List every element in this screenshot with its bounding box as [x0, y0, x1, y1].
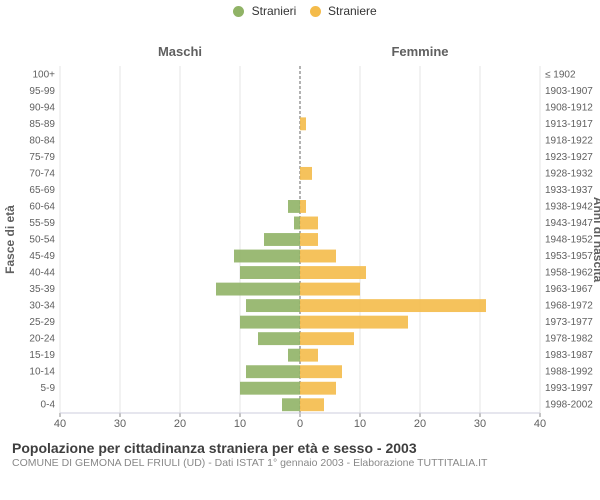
birth-year-label: 1903-1907: [545, 86, 593, 97]
birth-year-label: 1943-1947: [545, 218, 593, 229]
bar-female: [300, 316, 408, 329]
birth-year-label: 1983-1987: [545, 350, 593, 361]
caption-block: Popolazione per cittadinanza straniera p…: [0, 438, 600, 469]
group-label-right: Femmine: [391, 44, 448, 59]
legend-label-female: Straniere: [328, 4, 377, 18]
birth-year-label: 1938-1942: [545, 201, 593, 212]
bar-male: [216, 283, 300, 296]
age-label: 15-19: [29, 350, 55, 361]
birth-year-label: 1998-2002: [545, 400, 593, 411]
age-label: 0-4: [41, 400, 56, 411]
bar-male: [288, 349, 300, 362]
legend-label-male: Stranieri: [252, 4, 297, 18]
bar-male: [246, 365, 300, 378]
birth-year-label: 1923-1927: [545, 152, 593, 163]
age-label: 50-54: [29, 235, 55, 246]
birth-year-label: 1933-1937: [545, 185, 593, 196]
bar-male: [264, 233, 300, 246]
population-pyramid-chart: 0 10 10 20 20 30 30 40 40 Maschi Femmine Fasce di e…: [0, 18, 600, 438]
svg-text:40: 40: [54, 418, 66, 430]
birth-year-label: 1913-1917: [545, 119, 593, 130]
age-label: 30-34: [29, 301, 55, 312]
birth-year-label: 1978-1982: [545, 334, 593, 345]
birth-year-label: ≤ 1902: [545, 69, 576, 80]
bar-female: [300, 332, 354, 345]
birth-year-label: 1928-1932: [545, 168, 593, 179]
bar-female: [300, 299, 486, 312]
bar-female: [300, 266, 366, 279]
bar-female: [300, 365, 342, 378]
svg-text:40: 40: [534, 418, 546, 430]
bar-female: [300, 382, 336, 395]
bar-female: [300, 117, 306, 130]
birth-year-label: 1988-1992: [545, 367, 593, 378]
bar-male: [240, 316, 300, 329]
chart-subtitle: COMUNE DI GEMONA DEL FRIULI (UD) - Dati …: [12, 457, 592, 469]
bar-male: [246, 299, 300, 312]
legend-swatch-female: [310, 6, 321, 17]
age-label: 20-24: [29, 334, 55, 345]
age-label: 40-44: [29, 268, 55, 279]
birth-year-label: 1953-1957: [545, 251, 593, 262]
svg-text:30: 30: [474, 418, 486, 430]
svg-text:10: 10: [354, 418, 366, 430]
svg-text:20: 20: [174, 418, 186, 430]
bar-male: [282, 398, 300, 411]
group-label-left: Maschi: [158, 44, 202, 59]
age-label: 100+: [32, 69, 55, 80]
age-label: 90-94: [29, 102, 55, 113]
age-label: 25-29: [29, 317, 55, 328]
bar-male: [258, 332, 300, 345]
bar-female: [300, 349, 318, 362]
svg-text:10: 10: [234, 418, 246, 430]
birth-year-label: 1948-1952: [545, 235, 593, 246]
age-label: 60-64: [29, 201, 55, 212]
birth-year-label: 1963-1967: [545, 284, 593, 295]
bar-male: [288, 200, 300, 213]
birth-year-label: 1958-1962: [545, 268, 593, 279]
legend-swatch-male: [233, 6, 244, 17]
age-label: 5-9: [41, 383, 56, 394]
age-label: 75-79: [29, 152, 55, 163]
age-label: 10-14: [29, 367, 55, 378]
bar-female: [300, 217, 318, 230]
svg-text:20: 20: [414, 418, 426, 430]
birth-year-label: 1968-1972: [545, 301, 593, 312]
bar-female: [300, 283, 360, 296]
age-label: 95-99: [29, 86, 55, 97]
chart-title: Popolazione per cittadinanza straniera p…: [12, 440, 592, 456]
bar-male: [240, 382, 300, 395]
y-axis-title-left: Fasce di età: [3, 205, 17, 274]
age-label: 55-59: [29, 218, 55, 229]
bar-male: [234, 250, 300, 263]
svg-text:0: 0: [297, 418, 303, 430]
age-label: 45-49: [29, 251, 55, 262]
bar-female: [300, 200, 306, 213]
birth-year-label: 1908-1912: [545, 102, 593, 113]
age-label: 85-89: [29, 119, 55, 130]
svg-text:30: 30: [114, 418, 126, 430]
birth-year-label: 1973-1977: [545, 317, 593, 328]
age-label: 80-84: [29, 135, 55, 146]
age-label: 65-69: [29, 185, 55, 196]
bar-female: [300, 167, 312, 180]
legend: Stranieri Straniere: [0, 0, 600, 18]
bar-female: [300, 250, 336, 263]
birth-year-label: 1993-1997: [545, 383, 593, 394]
bar-female: [300, 233, 318, 246]
bar-female: [300, 398, 324, 411]
age-label: 35-39: [29, 284, 55, 295]
age-label: 70-74: [29, 168, 55, 179]
bar-male: [240, 266, 300, 279]
bar-male: [294, 217, 300, 230]
birth-year-label: 1918-1922: [545, 135, 593, 146]
